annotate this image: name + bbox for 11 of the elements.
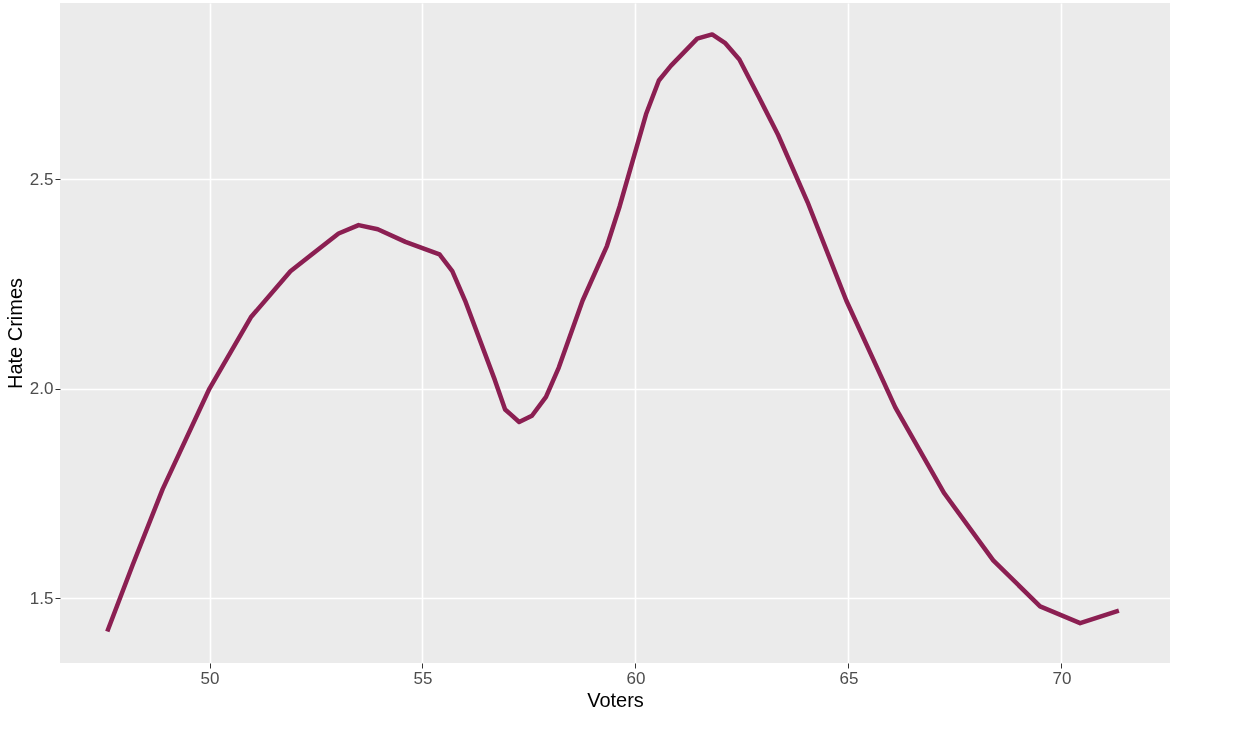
x-tick-label: 50: [200, 668, 220, 688]
y-tick-label: 2.5: [29, 169, 54, 189]
x-axis-title: Voters: [587, 688, 644, 711]
x-tick-label: 65: [839, 668, 859, 688]
x-tick-label: 55: [413, 668, 433, 688]
line-series: [105, 32, 1122, 634]
x-tick-label: 70: [1052, 668, 1072, 688]
y-tick-label: 2.0: [29, 379, 54, 399]
y-tick-label: 1.5: [29, 588, 54, 608]
x-tick-label: 60: [626, 668, 646, 688]
y-axis-title: Hate Crimes: [3, 277, 26, 390]
